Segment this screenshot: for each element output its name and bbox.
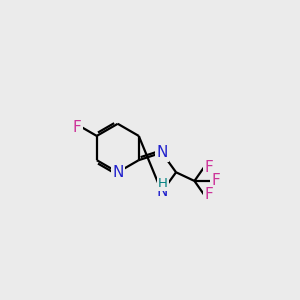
Text: N: N bbox=[156, 184, 167, 200]
Text: N: N bbox=[112, 165, 123, 180]
Text: F: F bbox=[212, 173, 220, 188]
Text: H: H bbox=[158, 177, 168, 190]
Text: F: F bbox=[205, 160, 214, 175]
Text: N: N bbox=[156, 145, 167, 160]
Text: F: F bbox=[73, 120, 82, 135]
Text: F: F bbox=[205, 187, 214, 202]
